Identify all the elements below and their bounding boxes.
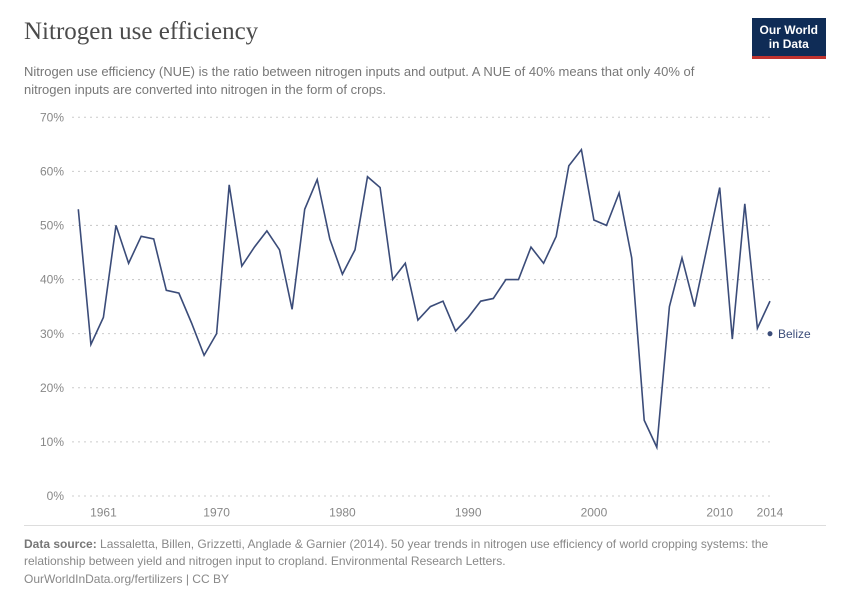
svg-text:2000: 2000 [581, 506, 608, 520]
svg-text:20%: 20% [40, 381, 64, 395]
chart-footer: Data source: Lassaletta, Billen, Grizzet… [24, 525, 826, 588]
header-row: Nitrogen use efficiency Our World in Dat… [24, 18, 826, 59]
title-block: Nitrogen use efficiency [24, 18, 258, 46]
svg-text:Belize: Belize [778, 327, 811, 341]
svg-text:30%: 30% [40, 327, 64, 341]
data-source: Data source: Lassaletta, Billen, Grizzet… [24, 536, 826, 571]
source-label: Data source: [24, 537, 97, 551]
chart-title: Nitrogen use efficiency [24, 18, 258, 46]
chart-subtitle: Nitrogen use efficiency (NUE) is the rat… [24, 63, 714, 99]
chart-svg: 0% 10% 20% 30% 40% 50% 60% 70% 1961 1970 1980 1990 2… [24, 109, 826, 521]
svg-text:1990: 1990 [455, 506, 482, 520]
source-text: Lassaletta, Billen, Grizzetti, Anglade &… [24, 537, 768, 568]
chart-area: 0% 10% 20% 30% 40% 50% 60% 70% 1961 1970 1980 1990 2… [24, 109, 826, 521]
svg-text:50%: 50% [40, 219, 64, 233]
chart-container: Nitrogen use efficiency Our World in Dat… [0, 0, 850, 600]
svg-text:10%: 10% [40, 435, 64, 449]
svg-text:2010: 2010 [706, 506, 733, 520]
svg-text:60%: 60% [40, 164, 64, 178]
credit-line: OurWorldInData.org/fertilizers | CC BY [24, 571, 826, 588]
svg-text:2014: 2014 [757, 506, 784, 520]
owid-logo: Our World in Data [752, 18, 826, 59]
svg-text:1970: 1970 [203, 506, 230, 520]
svg-text:1980: 1980 [329, 506, 356, 520]
svg-text:1961: 1961 [90, 506, 117, 520]
svg-text:0%: 0% [47, 489, 65, 503]
svg-text:70%: 70% [40, 110, 64, 124]
svg-text:40%: 40% [40, 273, 64, 287]
